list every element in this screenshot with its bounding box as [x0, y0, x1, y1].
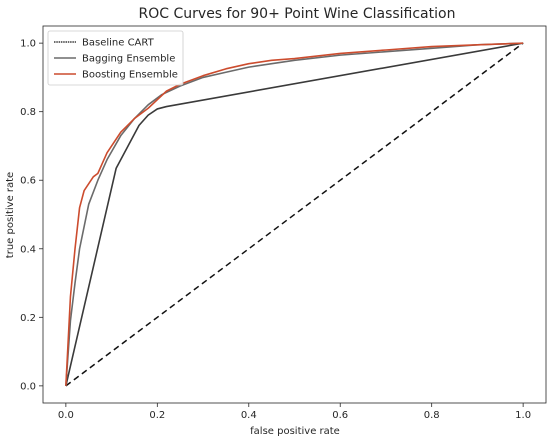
x-tick-label: 0.4	[241, 410, 257, 421]
x-tick-label: 0.2	[149, 410, 165, 421]
x-tick-label: 1.0	[515, 410, 531, 421]
x-axis-label: false positive rate	[250, 426, 340, 437]
legend-label-boosting-ensemble: Boosting Ensemble	[82, 70, 178, 81]
legend: Baseline CART Bagging Ensemble Boosting En…	[47, 30, 184, 86]
x-tick-label: 0.6	[332, 410, 348, 421]
series-line-baseline-cart	[65, 42, 524, 387]
y-tick-label: 0.6	[20, 176, 36, 187]
y-axis-label: true positive rate	[5, 172, 16, 258]
y-tick-label: 1.0	[20, 39, 36, 50]
x-axis-ticks: 0.0 0.2 0.4 0.6 0.8 1.0	[58, 403, 531, 421]
chart-title: ROC Curves for 90+ Point Wine Classifica…	[139, 6, 456, 22]
y-axis-ticks: 0.0 0.2 0.4 0.6 0.8 1.0	[20, 39, 43, 392]
x-tick-label: 0.0	[58, 410, 74, 421]
legend-label-bagging-ensemble: Bagging Ensemble	[82, 54, 175, 65]
x-tick-label: 0.8	[424, 410, 440, 421]
y-tick-label: 0.0	[20, 381, 36, 392]
series-line-bagging-ensemble	[65, 42, 524, 386]
y-tick-label: 0.8	[20, 107, 36, 118]
plot-area	[42, 25, 547, 404]
chance-reference-line	[65, 42, 524, 387]
series-line-boosting-ensemble	[65, 42, 524, 386]
y-tick-label: 0.4	[20, 244, 36, 255]
legend-label-baseline-cart: Baseline CART	[82, 38, 155, 49]
legend-box	[47, 30, 184, 86]
y-tick-label: 0.2	[20, 313, 36, 324]
plot-frame	[42, 25, 547, 404]
